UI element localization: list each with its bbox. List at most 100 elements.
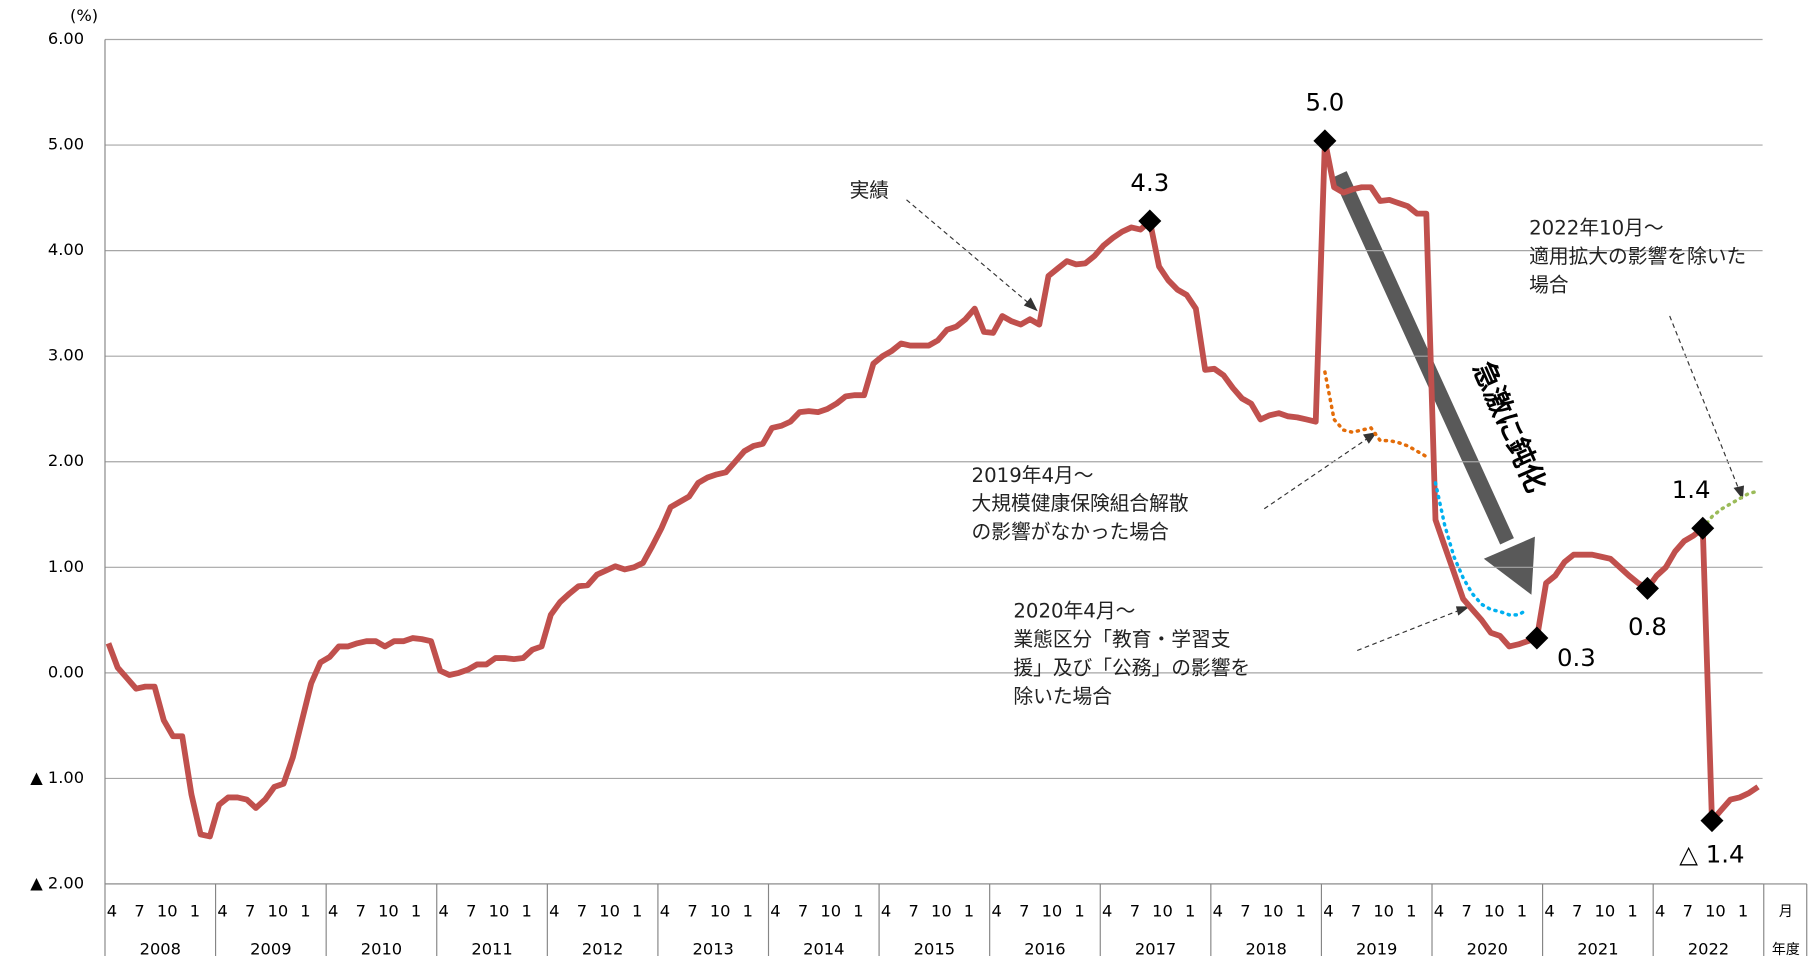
x-tick-label: 1: [1296, 901, 1306, 920]
x-tick-label: 4: [1544, 901, 1554, 920]
x-tick-label: 1: [1738, 901, 1748, 920]
x-tick-label: 10: [378, 901, 399, 920]
x-tick-label: 7: [1683, 901, 1693, 920]
arrowhead: [1455, 606, 1470, 616]
x-tick-label: 7: [798, 901, 808, 920]
x-tick-label: 7: [245, 901, 255, 920]
x-tick-label: 10: [157, 901, 178, 920]
annotation: 2020年4月～: [1013, 600, 1135, 623]
x-tick-label: 4: [1655, 901, 1665, 920]
point-marker: [1700, 809, 1724, 833]
value-label: 4.3: [1130, 168, 1169, 197]
point-marker: [1313, 129, 1337, 153]
x-tick-label: 4: [328, 901, 338, 920]
year-label: 2010: [361, 940, 402, 956]
annotation-arrow: [1263, 433, 1374, 510]
month-axis-label: 月: [1779, 904, 1793, 920]
series-line: [105, 137, 1760, 840]
x-tick-label: 10: [1373, 901, 1394, 920]
x-tick-label: 1: [964, 901, 974, 920]
big-arrow: [1332, 171, 1535, 595]
x-tick-label: 7: [134, 901, 144, 920]
annotation-arrow: [1669, 315, 1742, 494]
x-tick-label: 7: [1019, 901, 1029, 920]
year-label: 2014: [803, 940, 844, 956]
x-tick-label: 7: [1240, 901, 1250, 920]
x-tick-label: 7: [1351, 901, 1361, 920]
value-label: 0.8: [1628, 612, 1667, 641]
x-tick-label: 10: [710, 901, 731, 920]
x-tick-label: 10: [1263, 901, 1284, 920]
year-label: 2018: [1245, 940, 1286, 956]
x-tick-label: 10: [1705, 901, 1726, 920]
x-tick-label: 1: [632, 901, 642, 920]
annotation-arrow: [1356, 606, 1467, 652]
x-tick-label: 10: [1152, 901, 1173, 920]
scenario-line: [1701, 489, 1760, 531]
annotation: 援」及び「公務」の影響を: [1013, 657, 1250, 680]
year-label: 2012: [582, 940, 623, 956]
x-tick-label: 4: [660, 901, 670, 920]
year-label: 2021: [1577, 940, 1618, 956]
x-tick-label: 10: [1042, 901, 1063, 920]
x-tick-label: 4: [770, 901, 780, 920]
year-label: 2009: [250, 940, 291, 956]
x-tick-label: 7: [577, 901, 587, 920]
x-tick-label: 7: [466, 901, 476, 920]
y-tick-label: 2.00: [48, 451, 84, 470]
x-tick-label: 4: [1323, 901, 1333, 920]
year-label: 2016: [1024, 940, 1065, 956]
y-tick-label: ▲ 1.00: [30, 768, 84, 787]
point-marker: [1525, 626, 1549, 650]
x-tick-label: 1: [1627, 901, 1637, 920]
x-tick-label: 4: [991, 901, 1001, 920]
x-tick-label: 10: [1595, 901, 1616, 920]
x-tick-label: 1: [1517, 901, 1527, 920]
big-arrow-shaft: [1332, 171, 1514, 545]
annotation: 除いた場合: [1013, 685, 1112, 708]
x-tick-label: 10: [820, 901, 841, 920]
x-tick-label: 4: [439, 901, 449, 920]
x-tick-label: 4: [881, 901, 891, 920]
year-label: 2020: [1467, 940, 1508, 956]
x-tick-label: 1: [1185, 901, 1195, 920]
y-tick-label: 6.00: [48, 29, 84, 48]
year-label: 2008: [140, 940, 181, 956]
x-tick-label: 1: [1406, 901, 1416, 920]
x-tick-label: 10: [489, 901, 510, 920]
arrowhead: [1363, 432, 1377, 444]
x-tick-label: 7: [909, 901, 919, 920]
year-label: 2011: [471, 940, 512, 956]
annotation: 2022年10月～: [1529, 216, 1664, 239]
year-label: 2019: [1356, 940, 1397, 956]
y-tick-label: 4.00: [48, 240, 84, 259]
y-tick-label: 5.00: [48, 135, 84, 154]
x-tick-label: 7: [1572, 901, 1582, 920]
annotation: 大規模健康保険組合解散: [972, 492, 1189, 515]
y-tick-label: 0.00: [48, 662, 84, 681]
x-tick-label: 7: [1130, 901, 1140, 920]
annotation-arrowheads: [1023, 297, 1745, 616]
x-tick-label: 7: [356, 901, 366, 920]
annotation: 2019年4月～: [972, 464, 1094, 487]
x-tick-label: 7: [1461, 901, 1471, 920]
value-label: 1.4: [1672, 475, 1711, 504]
x-tick-label: 4: [1434, 901, 1444, 920]
x-tick-label: 10: [267, 901, 288, 920]
arrowhead: [1023, 297, 1038, 312]
x-tick-label: 4: [1213, 901, 1223, 920]
x-tick-label: 4: [107, 901, 117, 920]
x-tick-label: 7: [687, 901, 697, 920]
y-tick-label: 3.00: [48, 346, 84, 365]
value-label: △ 1.4: [1679, 839, 1744, 868]
annotation: 場合: [1529, 273, 1569, 296]
year-axis-label: 年度: [1772, 942, 1800, 956]
year-label: 2013: [693, 940, 734, 956]
x-tick-label: 10: [931, 901, 952, 920]
x-tick-label: 10: [1484, 901, 1505, 920]
x-tick-label: 10: [599, 901, 620, 920]
unit-label: (%): [70, 6, 98, 25]
x-tick-label: 4: [217, 901, 227, 920]
x-tick-label: 1: [1074, 901, 1084, 920]
x-tick-label: 1: [411, 901, 421, 920]
